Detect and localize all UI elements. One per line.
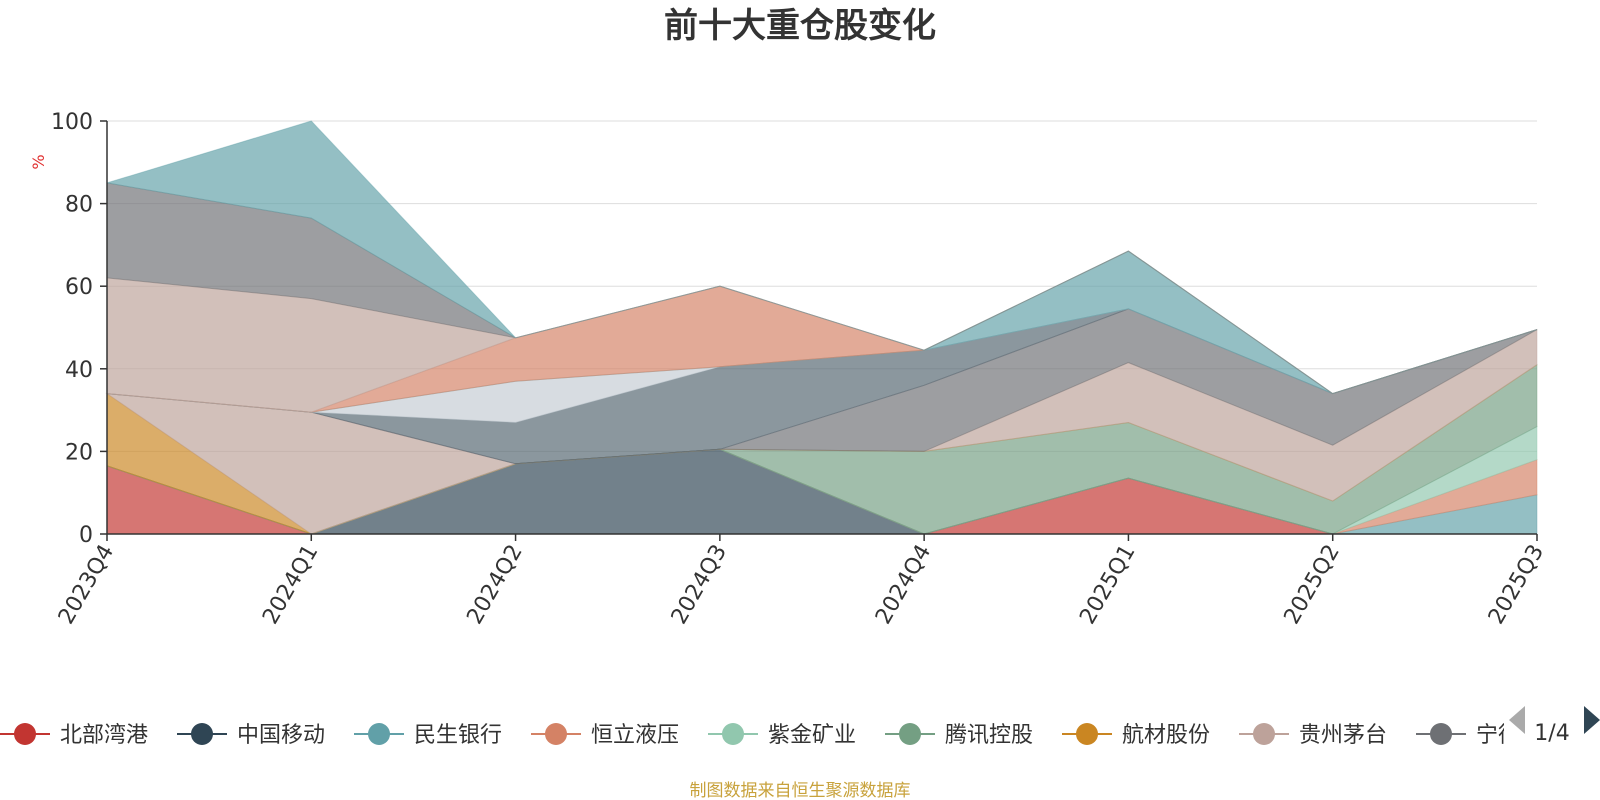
area-农业银行[interactable] <box>106 120 1538 395</box>
legend-item[interactable]: 腾讯控股 <box>885 723 1033 748</box>
x-tick-label: 2023Q4 <box>54 541 119 629</box>
y-axis-label: % <box>29 154 48 169</box>
legend-label: 中国移动 <box>237 723 325 748</box>
legend-marker <box>368 723 390 745</box>
legend-label: 宁德时代 <box>1476 723 1564 748</box>
legend-marker <box>1076 723 1098 745</box>
legend-item[interactable]: 贵州茅台 <box>1239 723 1387 748</box>
legend-item[interactable]: 航材股份 <box>1062 723 1210 748</box>
x-tick-label: 2024Q2 <box>462 541 527 629</box>
legend-label: 航材股份 <box>1122 723 1210 748</box>
data-source-note: 制图数据来自恒生聚源数据库 <box>690 781 911 800</box>
x-tick-label: 2024Q4 <box>871 541 936 629</box>
legend: 北部湾港 中国移动 民生银行 恒立液压 紫金矿业 腾讯控股 航材股份 贵州茅台 宁德时代 <box>0 723 1564 748</box>
legend-label: 北部湾港 <box>60 723 148 748</box>
legend-marker <box>1253 723 1275 745</box>
legend-label: 恒立液压 <box>591 723 679 748</box>
y-tick-label: 0 <box>79 523 93 548</box>
legend-label: 贵州茅台 <box>1299 723 1387 748</box>
legend-label: 紫金矿业 <box>768 723 856 748</box>
legend-item[interactable]: 宁德时代 <box>1416 723 1564 748</box>
y-tick-labels: 0 20 40 60 80 100 <box>51 110 93 548</box>
legend-label: 腾讯控股 <box>945 723 1033 748</box>
legend-marker <box>14 723 36 745</box>
chart-title: 前十大重仓股变化 <box>664 6 936 46</box>
x-tick-label: 2024Q1 <box>258 541 323 629</box>
legend-marker <box>722 723 744 745</box>
x-tick-label: 2025Q1 <box>1075 541 1140 629</box>
legend-pager: 1/4 <box>1509 706 1600 746</box>
y-tick-label: 100 <box>51 110 93 135</box>
legend-item[interactable]: 民生银行 <box>354 723 502 748</box>
area-五粮液[interactable] <box>106 250 1538 413</box>
legend-marker <box>1430 723 1452 745</box>
y-tick-label: 20 <box>65 440 93 465</box>
legend-page-indicator: 1/4 <box>1534 721 1569 746</box>
legend-marker <box>191 723 213 745</box>
axes <box>100 120 1538 541</box>
legend-next-arrow-icon[interactable] <box>1584 706 1600 734</box>
legend-prev-arrow-icon[interactable] <box>1509 706 1525 734</box>
legend-marker <box>899 723 921 745</box>
legend-item[interactable]: 紫金矿业 <box>708 723 856 748</box>
y-tick-label: 40 <box>65 358 93 383</box>
area-series <box>105 120 1538 535</box>
legend-item[interactable]: 恒立液压 <box>531 723 679 748</box>
legend-item[interactable]: 北部湾港 <box>0 723 148 748</box>
legend-label: 民生银行 <box>414 723 502 748</box>
x-tick-labels: 2023Q4 2024Q1 2024Q2 2024Q3 2024Q4 2025Q1 2025… <box>54 541 1549 629</box>
x-tick-label: 2024Q3 <box>667 541 732 629</box>
x-tick-label: 2025Q2 <box>1280 541 1345 629</box>
legend-marker <box>545 723 567 745</box>
y-tick-label: 80 <box>65 193 93 218</box>
legend-item[interactable]: 中国移动 <box>177 723 325 748</box>
y-tick-label: 60 <box>65 275 93 300</box>
area-工商银行[interactable] <box>106 182 1538 395</box>
x-tick-label: 2025Q3 <box>1484 541 1549 629</box>
